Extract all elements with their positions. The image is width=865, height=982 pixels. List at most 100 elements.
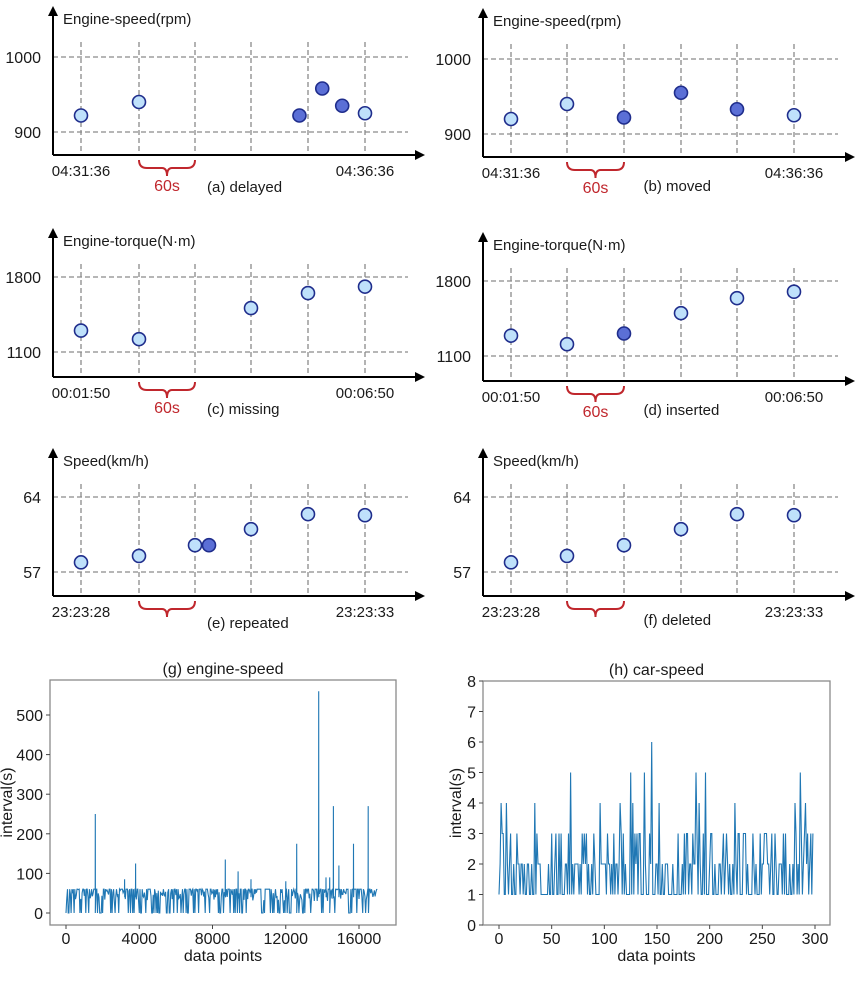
gap-label: 60s (583, 180, 609, 197)
data-point (357, 279, 373, 294)
data-point (131, 548, 147, 564)
data-point-anomaly (292, 108, 307, 123)
x-end-label: 23:23:33 (336, 604, 394, 621)
y-tick-label: 1100 (437, 349, 472, 366)
interval-brace (566, 600, 625, 618)
y-tick-label: 3 (467, 827, 476, 844)
x-tick-label: 150 (644, 931, 671, 948)
x-start-label: 04:31:36 (52, 163, 110, 180)
data-point-anomaly (314, 81, 330, 96)
data-point (243, 521, 259, 537)
y-tick-label: 5 (467, 766, 476, 783)
x-axis-arrow-icon (845, 152, 855, 162)
x-tick-label: 4000 (121, 931, 157, 948)
y-axis-arrow-icon (478, 8, 488, 18)
data-point (131, 94, 147, 110)
y-axis-label: interval(s) (0, 767, 16, 837)
x-tick-label: 200 (696, 931, 723, 948)
y-axis-arrow-icon (478, 448, 488, 458)
y-tick-label: 6 (467, 735, 476, 752)
gap-label: 60s (154, 400, 180, 417)
data-series-line (498, 741, 814, 896)
data-point (357, 105, 373, 121)
y-tick-label: 7 (467, 705, 476, 722)
y-tick-label: 64 (23, 490, 41, 507)
x-axis-label: data points (184, 948, 262, 965)
panel-a: 900 1000 Engine-speed(rpm) 04:31:36 04:36:36… (5, 6, 425, 196)
gap-label: 60s (154, 178, 180, 195)
y-axis-arrow-icon (48, 228, 58, 238)
x-tick-label: 50 (543, 931, 561, 948)
x-tick-label: 300 (802, 931, 829, 948)
x-tick-label: 8000 (195, 931, 231, 948)
y-axis-label: Speed(km/h) (63, 453, 149, 470)
y-tick-label: 64 (453, 490, 471, 507)
x-axis-label: data points (617, 948, 695, 965)
data-point (243, 300, 259, 316)
chart-title: (h) car-speed (609, 662, 704, 679)
y-tick-label: 200 (16, 827, 43, 844)
panel-caption: (e) repeated (207, 615, 289, 632)
data-point-anomaly (616, 110, 632, 125)
data-point (503, 555, 519, 570)
data-point (616, 537, 632, 553)
y-tick-label: 0 (34, 906, 43, 923)
x-end-label: 00:06:50 (336, 385, 394, 402)
data-point-anomaly (673, 85, 689, 101)
data-point (786, 107, 802, 123)
y-axis-label: Engine-speed(rpm) (493, 13, 621, 30)
chart-title: (g) engine-speed (163, 661, 284, 678)
y-tick-label: 8 (467, 674, 476, 691)
y-axis-label: interval(s) (448, 768, 465, 838)
data-point (73, 555, 89, 570)
data-point (673, 305, 689, 321)
x-start-label: 23:23:28 (52, 604, 110, 621)
y-tick-label: 1000 (435, 52, 471, 69)
data-point (187, 537, 203, 553)
data-point (673, 521, 689, 537)
y-tick-label: 1000 (5, 50, 41, 67)
data-point (559, 96, 575, 112)
y-axis-label: Engine-speed(rpm) (63, 11, 191, 28)
x-end-label: 04:36:36 (765, 165, 823, 182)
interval-brace (138, 159, 196, 177)
interval-brace (566, 161, 625, 179)
x-axis-arrow-icon (845, 376, 855, 386)
x-axis-arrow-icon (415, 591, 425, 601)
y-tick-label: 100 (16, 866, 43, 883)
data-point (73, 108, 89, 123)
data-point (503, 328, 519, 343)
x-tick-label: 0 (495, 931, 504, 948)
y-tick-label: 500 (16, 708, 43, 725)
y-tick-label: 0 (467, 918, 476, 935)
y-tick-label: 400 (16, 748, 43, 765)
data-point (300, 285, 316, 301)
x-start-label: 00:01:50 (482, 389, 540, 406)
y-tick-label: 1 (467, 888, 476, 905)
y-tick-label: 1800 (5, 270, 41, 287)
y-tick-label: 1100 (7, 345, 42, 362)
y-tick-label: 300 (16, 787, 43, 804)
data-point-anomaly (729, 101, 745, 117)
x-tick-label: 100 (591, 931, 618, 948)
data-point (300, 506, 316, 522)
panel-c: 1100 1800 Engine-torque(N·m) 00:01:50 00:06:… (5, 228, 425, 418)
data-point-anomaly (201, 537, 217, 553)
y-tick-label: 1800 (435, 274, 471, 291)
gap-label: 60s (583, 404, 609, 421)
panel-g: (g) engine-speed data points interval(s) 0 4… (0, 661, 397, 965)
y-axis-arrow-icon (48, 448, 58, 458)
y-tick-label: 900 (14, 125, 41, 142)
x-start-label: 00:01:50 (52, 385, 110, 402)
panel-caption: (d) inserted (644, 402, 720, 419)
panel-caption: (f) deleted (644, 612, 712, 629)
x-start-label: 23:23:28 (482, 604, 540, 621)
data-point (73, 323, 89, 338)
data-point (131, 331, 147, 347)
data-point-anomaly (334, 98, 350, 114)
data-point (559, 548, 575, 564)
panel-caption: (c) missing (207, 401, 280, 418)
panel-f: 57 64 Speed(km/h) 23:23:28 23:23:33 (f) delet… (453, 448, 855, 629)
data-series-line (65, 691, 378, 914)
interval-brace (138, 600, 196, 618)
